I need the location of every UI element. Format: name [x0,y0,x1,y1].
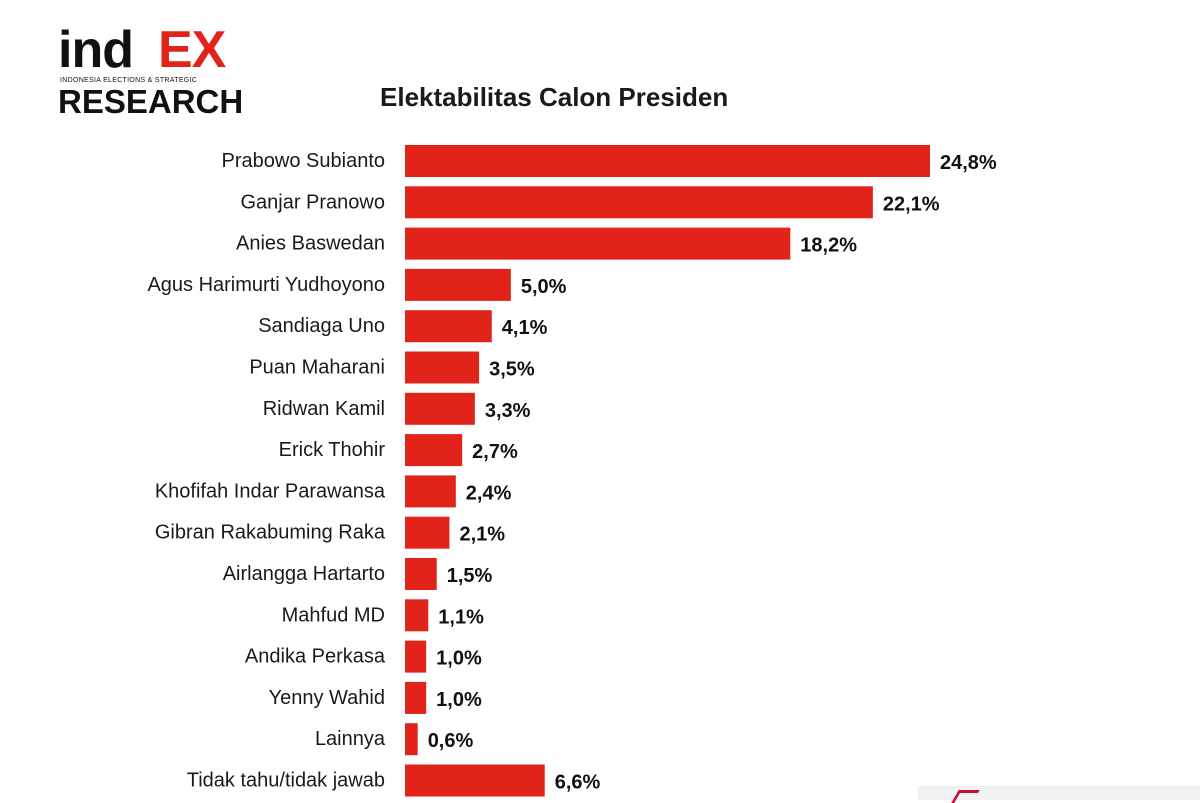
chart-title: Elektabilitas Calon Presiden [380,82,729,112]
category-label: Mahfud MD [282,604,385,626]
bar [405,764,545,797]
category-label: Khofifah Indar Parawansa [155,480,386,502]
value-label: 1,0% [436,689,482,711]
value-label: 1,0% [436,648,482,670]
category-label: Lainnya [315,728,386,750]
category-label: Ridwan Kamil [263,398,385,420]
bar [405,723,418,756]
value-label: 24,8% [940,152,997,174]
category-label: Puan Maharani [249,357,385,379]
value-label: 2,7% [472,441,518,463]
value-label: 0,6% [428,730,474,752]
value-label: 22,1% [883,193,940,215]
bar [405,186,873,219]
category-label: Gibran Rakabuming Raka [155,522,386,544]
bar [405,392,475,425]
bar [405,351,480,384]
logo-text-research: RESEARCH [58,83,244,120]
category-label: Tidak tahu/tidak jawab [187,770,385,792]
value-label: 6,6% [555,772,601,794]
category-label: Prabowo Subianto [222,150,385,172]
category-label: Yenny Wahid [269,687,385,709]
bar [405,268,511,301]
value-label: 1,5% [447,565,493,587]
value-label: 5,0% [521,276,567,298]
bar [405,145,930,177]
bar [405,516,450,549]
bar [405,640,427,673]
logo-tagline: INDONESIA ELECTIONS & STRATEGIC [60,77,198,84]
category-label: Sandiaga Uno [258,315,385,337]
corner-watermark-strip [918,786,1200,800]
logo-text-ind: ind [58,21,134,79]
value-label: 1,1% [438,606,484,628]
logo-text-ex: EX [158,21,226,79]
bar [405,599,429,632]
value-label: 4,1% [502,317,548,339]
category-label: Ganjar Pranowo [240,191,385,213]
value-label: 3,5% [489,359,535,381]
bar [405,310,492,343]
category-label: Agus Harimurti Yudhoyono [147,274,385,296]
value-label: 18,2% [800,235,857,257]
index-research-logo: ind EX INDONESIA ELECTIONS & STRATEGIC R… [58,21,243,124]
value-label: 2,4% [466,482,512,504]
bar [405,558,437,590]
value-label: 3,3% [485,400,531,422]
bar [405,434,463,467]
bar [405,681,427,714]
bar [405,227,791,260]
bar [405,475,456,508]
category-label: Anies Baswedan [236,233,385,255]
category-label: Airlangga Hartarto [223,563,385,585]
category-label: Andika Perkasa [245,646,386,668]
value-label: 2,1% [459,524,505,546]
category-label: Erick Thohir [279,439,386,461]
